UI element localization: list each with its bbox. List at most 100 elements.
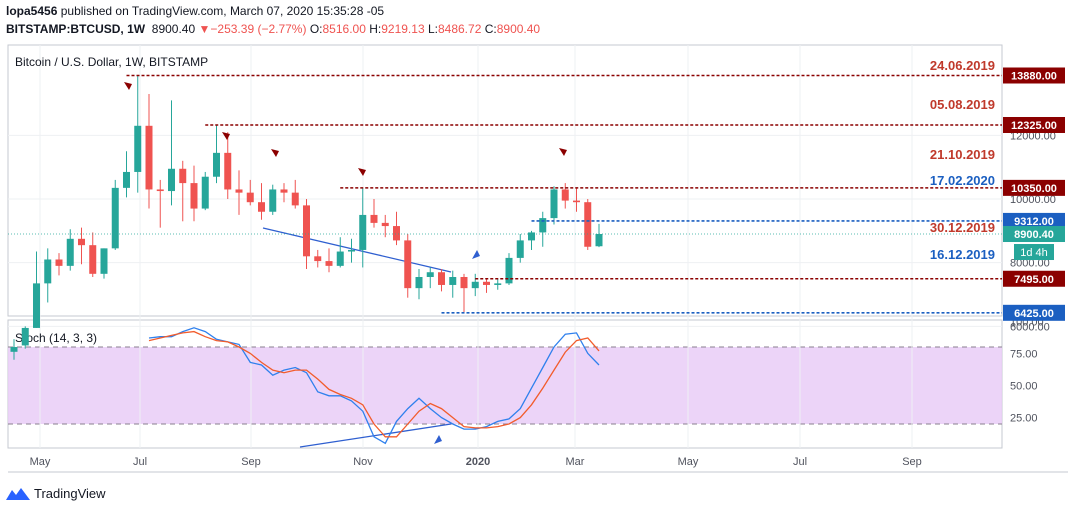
price-tick-label: 6000.00 xyxy=(1010,321,1050,333)
candle xyxy=(246,192,254,203)
candle xyxy=(438,272,445,285)
candle xyxy=(449,277,457,285)
candle xyxy=(381,222,389,227)
time-tick-label: 2020 xyxy=(466,456,490,468)
candle xyxy=(89,245,97,274)
price-pane xyxy=(7,44,1003,317)
down-arrow-marker xyxy=(271,149,279,157)
stoch-tick-label: 25.00 xyxy=(1010,413,1038,425)
price-trendline xyxy=(262,227,452,273)
level-price-tag xyxy=(1003,304,1065,321)
candle xyxy=(224,152,232,190)
candle xyxy=(325,261,333,266)
level-price-label: 10350.00 xyxy=(1011,183,1057,195)
candle xyxy=(370,214,378,223)
candle xyxy=(505,257,513,284)
price-change: −253.39 (−2.77%) xyxy=(210,22,307,36)
candle xyxy=(44,259,52,284)
main-chart-title: Bitcoin / U.S. Dollar, 1W, BITSTAMP xyxy=(15,55,208,69)
candle xyxy=(21,327,29,346)
candle xyxy=(269,189,277,212)
level-price-tag xyxy=(1003,67,1065,84)
candle xyxy=(168,168,175,192)
symbol-label: BITSTAMP:BTCUSD, 1W xyxy=(6,22,146,36)
candle xyxy=(213,152,220,177)
candle xyxy=(584,202,592,247)
down-arrow-marker xyxy=(358,168,366,176)
time-tick-label: Jul xyxy=(793,456,807,468)
last-price-label: 8900.40 xyxy=(1014,229,1054,241)
countdown-label: 1d 4h xyxy=(1020,247,1048,259)
level-price-tag xyxy=(1003,179,1065,196)
candle xyxy=(393,226,400,241)
candle xyxy=(10,347,18,352)
level-price-label: 12325.00 xyxy=(1011,120,1057,132)
tradingview-logo-icon xyxy=(6,487,30,500)
candle xyxy=(336,251,344,266)
level-date-label: 21.10.2019 xyxy=(930,147,995,162)
stoch-tick-label: 50.00 xyxy=(1010,381,1038,393)
candle xyxy=(494,283,502,285)
candle xyxy=(573,200,580,203)
published-text: published on TradingView.com, March 07, … xyxy=(60,4,385,18)
publisher-name: lopa5456 xyxy=(6,4,58,18)
candle xyxy=(460,277,468,289)
candle xyxy=(539,218,547,233)
level-price-label: 6425.00 xyxy=(1014,308,1054,320)
level-date-label: 16.12.2019 xyxy=(930,247,995,262)
candle xyxy=(111,187,119,249)
stoch-tick-label: 75.00 xyxy=(1010,348,1038,360)
time-tick-label: May xyxy=(678,456,699,468)
candle xyxy=(55,259,63,266)
time-tick-label: May xyxy=(30,456,51,468)
level-price-tag xyxy=(1003,212,1065,229)
low-value: 8486.72 xyxy=(437,22,482,36)
up-arrow-marker xyxy=(472,250,480,259)
candle xyxy=(426,272,434,278)
down-arrow-icon: ▼ xyxy=(198,22,211,36)
stoch-band xyxy=(8,347,1002,424)
down-arrow-marker xyxy=(124,82,132,90)
candle xyxy=(33,283,40,328)
candle xyxy=(303,205,310,257)
candle xyxy=(471,281,479,289)
candle xyxy=(415,277,423,289)
candle xyxy=(550,189,558,219)
level-price-label: 13880.00 xyxy=(1011,71,1057,83)
candle xyxy=(66,238,74,266)
time-tick-label: Sep xyxy=(902,456,922,468)
level-price-tag xyxy=(1003,270,1065,287)
candle xyxy=(359,214,367,250)
stoch-trendline xyxy=(299,423,452,448)
level-date-label: 24.06.2019 xyxy=(930,58,995,73)
high-value: 9219.13 xyxy=(381,22,425,36)
candle xyxy=(280,189,288,193)
time-tick-label: Mar xyxy=(566,456,585,468)
candle xyxy=(156,189,164,192)
candle xyxy=(235,189,243,193)
time-tick-label: Sep xyxy=(241,456,261,468)
brand-label: TradingView xyxy=(34,486,106,501)
level-date-label: 30.12.2019 xyxy=(930,220,995,235)
countdown-tag xyxy=(1014,244,1054,261)
level-price-label: 9312.00 xyxy=(1014,216,1054,228)
candle xyxy=(595,234,603,247)
candle xyxy=(78,238,85,246)
stoch-series-line xyxy=(148,330,600,438)
level-price-tag xyxy=(1003,117,1065,133)
candle xyxy=(190,183,198,209)
time-tick-label: Jul xyxy=(133,456,147,468)
candle xyxy=(404,240,412,289)
candle xyxy=(179,168,187,184)
time-tick-label: Nov xyxy=(353,456,373,468)
level-date-label: 05.08.2019 xyxy=(930,97,995,112)
stoch-title: Stoch (14, 3, 3) xyxy=(15,331,97,345)
candle xyxy=(291,192,299,206)
candle xyxy=(201,176,209,209)
candle xyxy=(145,125,153,190)
candle xyxy=(516,240,524,258)
price-tick-label: 12000.00 xyxy=(1010,130,1056,142)
open-value: 8516.00 xyxy=(322,22,366,36)
level-price-label: 7495.00 xyxy=(1014,274,1054,286)
